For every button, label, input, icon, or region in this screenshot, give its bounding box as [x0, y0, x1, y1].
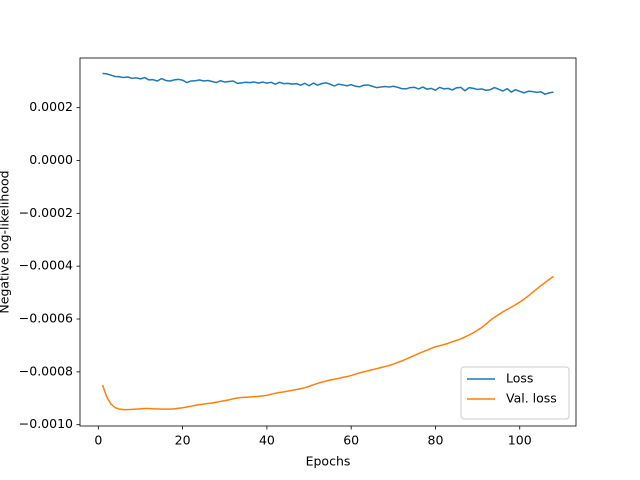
x-tick-label: 100	[508, 433, 532, 448]
y-tick-label: 0.0002	[29, 99, 73, 114]
x-tick-label: 80	[428, 433, 444, 448]
series-line	[102, 72, 554, 95]
y-tick-label: −0.0010	[19, 416, 73, 431]
x-axis-label: Epochs	[306, 454, 351, 469]
y-tick-label: −0.0002	[19, 205, 73, 220]
x-tick-label: 60	[343, 433, 359, 448]
y-tick-label: −0.0004	[19, 258, 73, 273]
x-tick-label: 20	[175, 433, 191, 448]
y-axis-label: Negative log-likelihood	[0, 170, 12, 313]
plot-frame	[79, 57, 577, 427]
y-tick-label: 0.0000	[29, 152, 73, 167]
y-tick-label: −0.0008	[19, 363, 73, 378]
x-tick-label: 40	[259, 433, 275, 448]
y-tick-label: −0.0006	[19, 311, 73, 326]
legend-box	[460, 366, 570, 420]
legend-label: Loss	[506, 371, 533, 386]
series-line	[101, 275, 554, 411]
x-tick-label: 0	[94, 433, 102, 448]
legend-label: Val. loss	[506, 391, 557, 406]
